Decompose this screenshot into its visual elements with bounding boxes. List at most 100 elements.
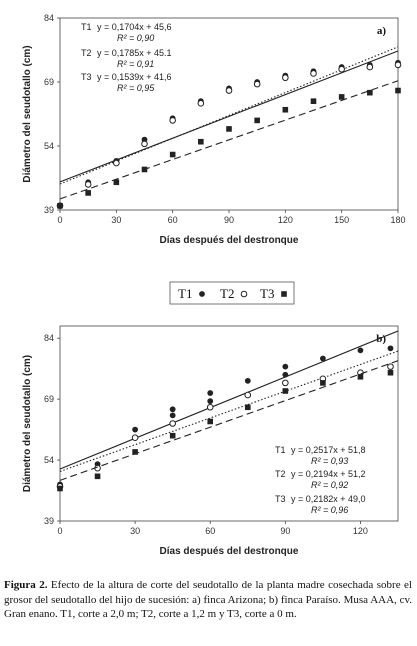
- legend-marker-t1: [199, 291, 205, 297]
- x-tick-label: 90: [280, 526, 290, 536]
- data-point-t2: [113, 159, 120, 167]
- x-axis-label: Días después del destronque: [160, 235, 299, 246]
- legend-label-t1: T1: [178, 286, 192, 301]
- x-tick-label: 120: [278, 215, 293, 225]
- data-point-t3: [57, 202, 63, 209]
- data-point-t3: [57, 485, 63, 492]
- data-point-t2: [169, 117, 176, 124]
- x-axis-label: Días después del destronque: [160, 546, 299, 557]
- data-point-t2: [282, 379, 289, 387]
- data-point-t3: [132, 449, 138, 455]
- data-point-t1: [169, 412, 176, 419]
- equation-t1: y = 0,1704x + 45,6: [97, 22, 172, 32]
- legend-marker-t2: [240, 290, 248, 298]
- caption-text: Efecto de la altura de corte del seudota…: [4, 579, 412, 620]
- data-point-t2: [244, 391, 252, 399]
- data-point-t2: [394, 61, 402, 69]
- trendline-t3: [59, 80, 399, 200]
- data-point-t2: [366, 63, 374, 71]
- shared-legend: T1 T2 T3: [169, 281, 295, 305]
- data-point-t2: [338, 65, 345, 73]
- trendline-t2: [59, 46, 399, 185]
- data-point-t3: [207, 418, 214, 425]
- data-point-t1: [282, 371, 289, 378]
- data-point-t3: [141, 166, 148, 173]
- x-tick-label: 150: [334, 215, 349, 225]
- x-tick-label: 180: [390, 215, 405, 225]
- y-tick-label: 39: [44, 205, 54, 215]
- legend-box: [169, 281, 295, 305]
- x-tick-label: 60: [168, 215, 178, 225]
- x-tick-label: 120: [353, 526, 368, 536]
- trendline-t1: [59, 330, 399, 470]
- r-squared-t2: R² = 0,91: [117, 59, 154, 69]
- data-point-t3: [395, 87, 401, 94]
- equation-t1-label: T1: [81, 22, 92, 32]
- y-tick-label: 84: [44, 13, 54, 23]
- data-point-t3: [310, 98, 317, 104]
- equation-t3-label: T3: [275, 494, 286, 504]
- r-squared-t1: R² = 0,93: [311, 456, 348, 466]
- r-squared-t1: R² = 0,90: [117, 33, 154, 43]
- trendline-t2: [59, 350, 399, 472]
- y-tick-label: 69: [44, 77, 54, 87]
- x-tick-label: 30: [111, 215, 121, 225]
- x-tick-label: 60: [205, 526, 215, 536]
- data-point-t1: [207, 398, 214, 405]
- data-point-t3: [244, 404, 251, 411]
- data-point-t3: [367, 89, 373, 96]
- data-point-t3: [198, 138, 204, 145]
- equation-t2: y = 0,2194x + 51,2: [291, 469, 366, 479]
- x-tick-label: 90: [224, 215, 234, 225]
- r-squared-t3: R² = 0,96: [311, 505, 348, 515]
- y-tick-label: 84: [44, 333, 54, 343]
- panel-label: b): [376, 333, 386, 345]
- data-point-t2: [282, 74, 289, 82]
- figure-caption: Figura 2. Efecto de la altura de corte d…: [4, 578, 412, 622]
- data-point-t3: [282, 106, 289, 113]
- data-point-t2: [197, 100, 205, 107]
- chart-panel-a: 39 54 69 84 0 30 60 90 120 150 180 Días después del…: [22, 13, 406, 246]
- data-point-t2: [84, 181, 92, 188]
- data-point-t1: [169, 406, 176, 413]
- trendline-t1: [59, 50, 399, 183]
- r-squared-t3: R² = 0,95: [117, 83, 155, 93]
- y-axis-label: Diámetro del seudotallo (cm): [22, 45, 33, 182]
- y-tick-label: 54: [44, 455, 54, 465]
- data-point-t2: [225, 87, 233, 94]
- equation-t1-label: T1: [275, 445, 286, 455]
- data-point-t2: [310, 70, 317, 77]
- y-tick-label: 54: [44, 141, 54, 151]
- plot-frame: [59, 325, 399, 522]
- data-point-t3: [338, 94, 345, 100]
- x-tick-label: 30: [130, 526, 140, 536]
- data-point-t2: [131, 434, 139, 442]
- data-point-t3: [113, 179, 120, 186]
- equation-t3: y = 0,2182x + 49,0: [291, 494, 366, 504]
- data-point-t2: [141, 140, 148, 148]
- data-point-t1: [244, 377, 251, 384]
- equation-t3: y = 0,1539x + 41,6: [97, 72, 172, 82]
- data-point-t3: [357, 373, 364, 380]
- data-point-t3: [254, 117, 260, 124]
- data-point-t3: [169, 151, 176, 158]
- data-point-t1: [207, 390, 214, 396]
- data-point-t1: [282, 363, 289, 370]
- panel-label: a): [377, 25, 387, 37]
- legend-label-t3: T3: [260, 286, 274, 301]
- data-point-t3: [387, 369, 394, 376]
- legend-label-t2: T2: [220, 286, 234, 301]
- data-point-t3: [169, 432, 176, 439]
- equation-t2-label: T2: [275, 469, 286, 479]
- x-tick-label: 0: [57, 526, 62, 536]
- equation-t2: y = 0,1785x + 45.1: [97, 48, 172, 58]
- equation-t3-label: T3: [81, 72, 92, 82]
- data-point-t1: [132, 426, 139, 433]
- data-point-t2: [253, 80, 261, 88]
- equation-t2-label: T2: [81, 48, 92, 58]
- chart-panel-b: 39 54 69 84 0 30 60 90 120 Días después del destr…: [22, 325, 399, 557]
- x-tick-label: 0: [57, 215, 62, 225]
- equation-t1: y = 0,2517x + 51,8: [291, 445, 366, 455]
- data-point-t2: [169, 420, 176, 427]
- data-point-t1: [357, 347, 364, 354]
